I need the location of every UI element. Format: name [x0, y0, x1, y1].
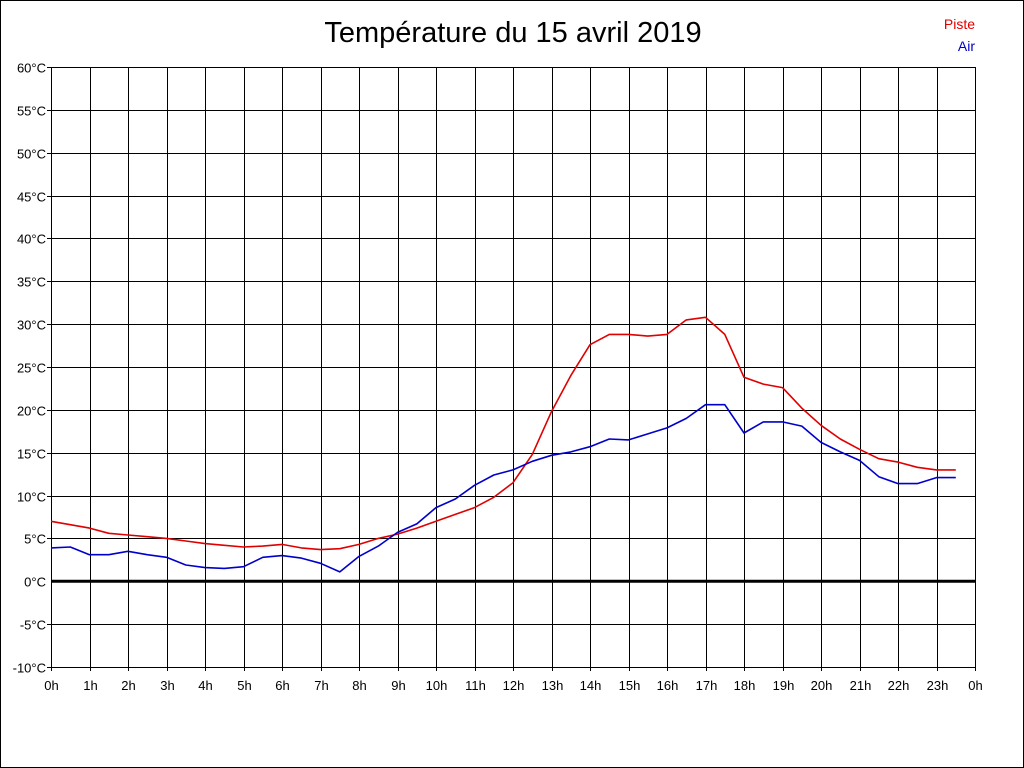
y-tick-label: 50°C — [17, 147, 46, 162]
series-line-air — [50, 403, 956, 573]
y-tick-label: 0°C — [24, 575, 46, 590]
y-tick-label: 55°C — [17, 104, 46, 119]
x-tick-label: 22h — [888, 678, 910, 693]
legend-entry-piste: Piste — [943, 16, 975, 32]
chart-title: Température du 15 avril 2019 — [324, 17, 702, 49]
y-tick-label: 60°C — [17, 61, 46, 76]
chart-legend: Piste Air — [944, 13, 975, 57]
x-tick-label: 14h — [580, 678, 602, 693]
y-tick-label: 15°C — [17, 447, 46, 462]
x-tick-label: 0h — [44, 678, 58, 693]
x-tick-label: 15h — [619, 678, 641, 693]
x-tick-label: 4h — [198, 678, 212, 693]
x-tick-label: 23h — [927, 678, 949, 693]
axes — [51, 67, 976, 668]
y-tick-label: 40°C — [17, 232, 46, 247]
x-tick-label: 1h — [83, 678, 97, 693]
x-tick-label: 16h — [657, 678, 679, 693]
x-tick-label: 8h — [352, 678, 366, 693]
series — [50, 316, 956, 573]
y-tick-label: -10°C — [13, 661, 46, 676]
x-tick-label: 3h — [160, 678, 174, 693]
x-tick-label: 18h — [734, 678, 756, 693]
x-tick-label: 17h — [696, 678, 718, 693]
y-tick-label: 35°C — [17, 275, 46, 290]
y-tick-label: 30°C — [17, 318, 46, 333]
y-tick-label: 5°C — [24, 532, 46, 547]
x-tick-label: 11h — [465, 678, 486, 693]
y-tick-label: 25°C — [17, 361, 46, 376]
y-tick-label: 20°C — [17, 404, 46, 419]
y-tick-label: 45°C — [17, 190, 46, 205]
y-tick-label: 10°C — [17, 490, 46, 505]
x-tick-label: 6h — [275, 678, 289, 693]
x-tick-label: 12h — [503, 678, 525, 693]
plot-border — [51, 67, 976, 668]
x-tick-label: 7h — [314, 678, 328, 693]
x-tick-label: 19h — [773, 678, 795, 693]
x-tick-label: 9h — [391, 678, 405, 693]
y-tick-label: -5°C — [20, 618, 46, 633]
x-tick-label: 2h — [121, 678, 135, 693]
x-tick-label: 0h — [968, 678, 982, 693]
x-tick-label: 13h — [542, 678, 564, 693]
x-tick-label: 10h — [426, 678, 448, 693]
x-tick-label: 20h — [811, 678, 833, 693]
x-tick-label: 5h — [237, 678, 251, 693]
series-line-piste — [50, 316, 956, 551]
x-tick-label: 21h — [850, 678, 872, 693]
legend-entry-air: Air — [957, 38, 975, 54]
tick-labels: 0h 1h 2h 3h 4h 5h 6h 7h 8h 9h 10h 11h 12h 13h 14h 15h 16… — [13, 61, 983, 694]
